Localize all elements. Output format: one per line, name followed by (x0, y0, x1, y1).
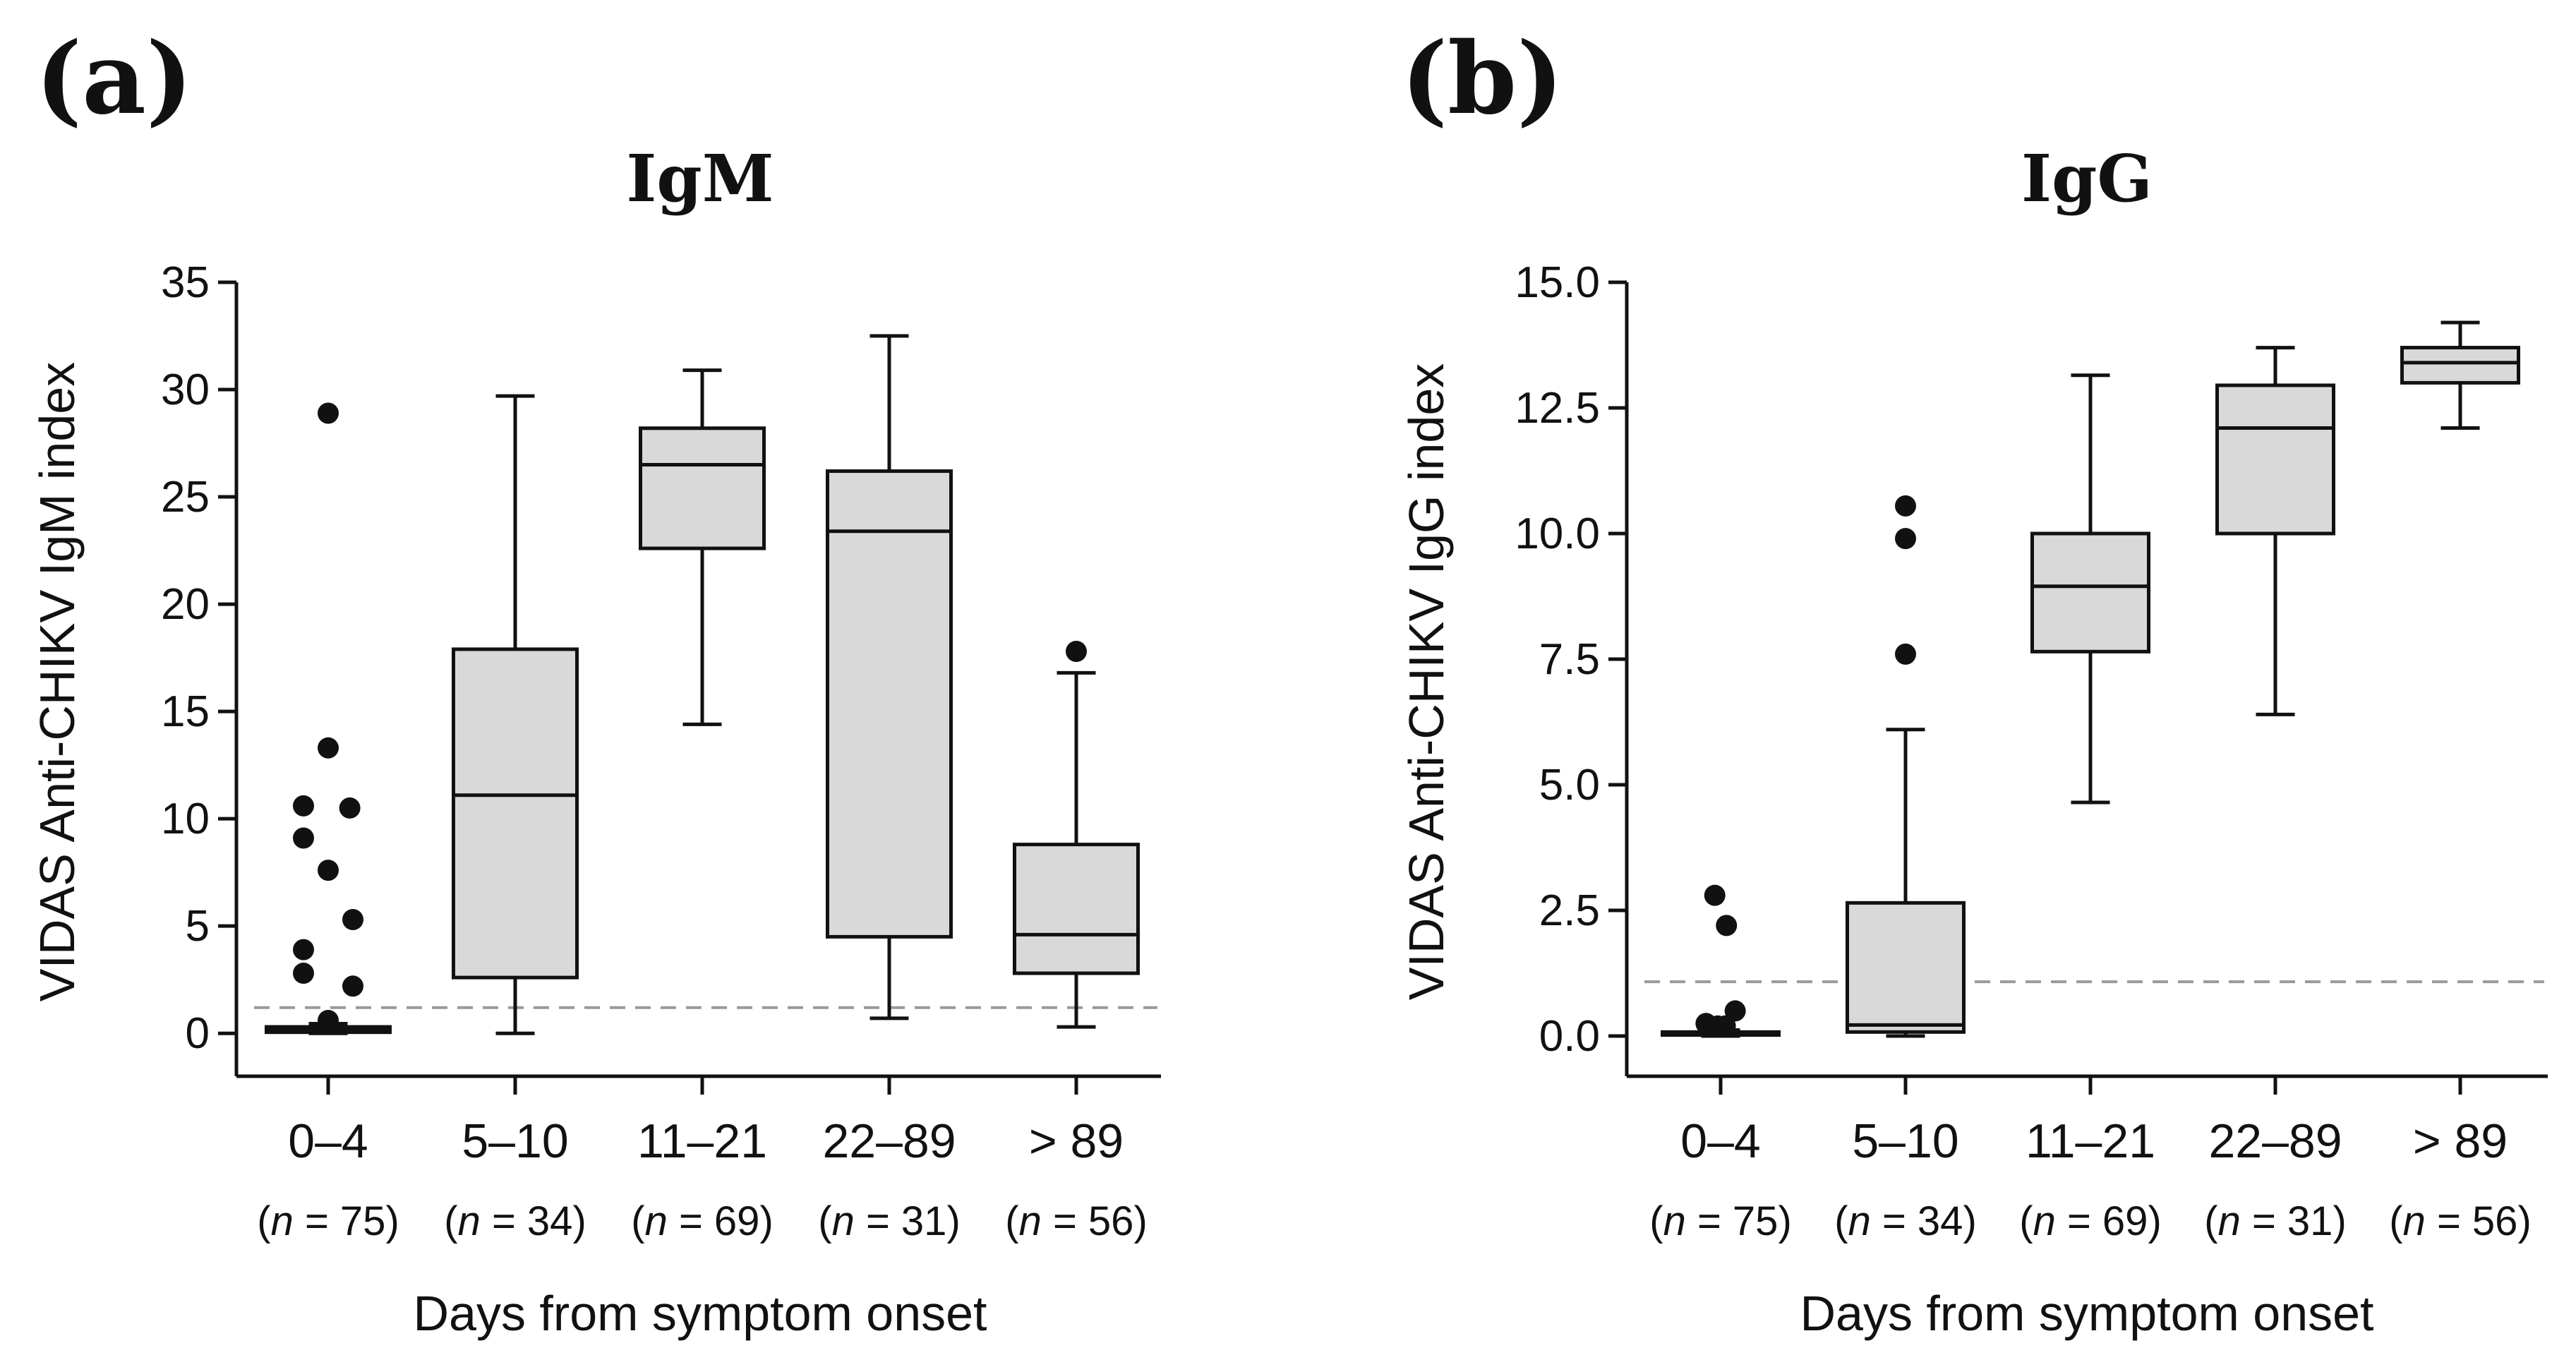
y-tick-label: 15.0 (1515, 258, 1600, 307)
box-iqr (2030, 531, 2150, 654)
sample-size-label: (n = 75) (1649, 1198, 1792, 1244)
box-iqr (1846, 901, 1966, 1034)
outlier-point (1895, 528, 1916, 550)
box-iqr (826, 469, 953, 939)
outlier-point (1704, 884, 1726, 906)
outlier-point (293, 963, 314, 984)
x-tick-label: 22–89 (822, 1114, 956, 1168)
outlier-point (318, 737, 339, 759)
y-tick-label: 0 (186, 1009, 210, 1058)
x-axis-title: Days from symptom onset (414, 1286, 987, 1341)
sample-size-label: (n = 69) (631, 1198, 774, 1244)
y-tick-label: 10 (161, 795, 210, 843)
x-tick-label: 22–89 (2208, 1114, 2342, 1168)
x-axis-title: Days from symptom onset (1800, 1286, 2374, 1341)
sample-size-label: (n = 34) (444, 1198, 586, 1244)
y-tick-label: 5 (186, 902, 210, 951)
box-iqr (452, 647, 579, 980)
plot-area: 0 5 10 15 20 25 30 35 0–4 (n = 75) 5–10 (n = 34) 11–… (161, 258, 1161, 1244)
sample-size-label: (n = 69) (2019, 1198, 2162, 1244)
outlier-point (318, 402, 339, 424)
x-tick-label: 0–4 (288, 1114, 368, 1168)
outlier-point (1716, 915, 1738, 937)
y-tick-label: 10.0 (1515, 510, 1600, 558)
sample-size-label: (n = 34) (1834, 1198, 1977, 1244)
y-tick-label: 7.5 (1539, 635, 1600, 684)
chart-title: IgM (626, 140, 774, 217)
y-tick-label: 15 (161, 687, 210, 736)
panel-label: (a) (35, 21, 193, 137)
outlier-point (293, 939, 314, 960)
outlier-point (1066, 640, 1087, 662)
sample-size-label: (n = 56) (1005, 1198, 1148, 1244)
y-axis-title: VIDAS Anti-CHIKV IgG index (1399, 363, 1454, 1001)
y-tick-label: 30 (161, 366, 210, 414)
box-iqr (2215, 383, 2335, 536)
y-tick-label: 5.0 (1539, 761, 1600, 809)
box-iqr (1013, 843, 1140, 975)
outlier-point (339, 797, 361, 819)
outlier-point (342, 975, 363, 997)
panel-a: (a) IgM VIDAS Anti-CHIKV IgM index Days … (30, 21, 1161, 1341)
outlier-point (1895, 643, 1916, 665)
outlier-point (1895, 495, 1916, 517)
outlier-point (1724, 1000, 1746, 1022)
x-tick-label: 5–10 (1852, 1114, 1958, 1168)
box-iqr (2400, 346, 2520, 385)
x-tick-label: 0–4 (1680, 1114, 1760, 1168)
outlier-point (318, 1009, 339, 1031)
y-tick-label: 2.5 (1539, 886, 1600, 935)
outlier-point (318, 860, 339, 881)
sample-size-label: (n = 31) (2204, 1198, 2347, 1244)
y-tick-label: 35 (161, 258, 210, 307)
x-tick-label: 11–21 (637, 1114, 767, 1168)
y-tick-label: 12.5 (1515, 384, 1600, 433)
panel-b: (b) IgG VIDAS Anti-CHIKV IgG index Days … (1399, 21, 2548, 1341)
outlier-point (342, 909, 363, 931)
outlier-point (1714, 1015, 1736, 1037)
chart-title: IgG (2021, 140, 2153, 217)
sample-size-label: (n = 75) (257, 1198, 399, 1244)
x-tick-label: 11–21 (2026, 1114, 2155, 1168)
y-tick-label: 0.0 (1539, 1012, 1600, 1061)
x-tick-label: > 89 (2413, 1114, 2508, 1168)
outlier-point (293, 827, 314, 849)
y-axis-title: VIDAS Anti-CHIKV IgM index (30, 362, 85, 1001)
sample-size-label: (n = 31) (818, 1198, 961, 1244)
plot-area: 0.0 2.5 5.0 7.5 10.0 12.5 15.0 0–4 (n = 75) 5–10 (… (1515, 258, 2548, 1244)
x-tick-label: > 89 (1029, 1114, 1124, 1168)
x-tick-label: 5–10 (462, 1114, 568, 1168)
panel-label: (b) (1401, 21, 1563, 137)
box-iqr (639, 426, 766, 550)
y-tick-label: 20 (161, 580, 210, 629)
outlier-point (293, 795, 314, 817)
y-tick-label: 25 (161, 473, 210, 522)
sample-size-label: (n = 56) (2389, 1198, 2532, 1244)
